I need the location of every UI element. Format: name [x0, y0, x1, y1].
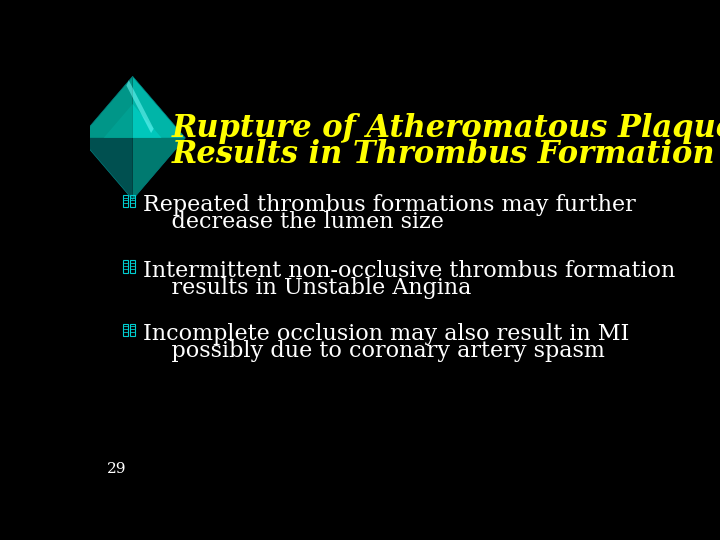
Text: decrease the lumen size: decrease the lumen size: [143, 211, 444, 233]
Polygon shape: [80, 138, 132, 200]
Bar: [122, 195, 128, 207]
Text: Repeated thrombus formations may further: Repeated thrombus formations may further: [143, 194, 636, 216]
Text: results in Unstable Angina: results in Unstable Angina: [143, 276, 471, 299]
Polygon shape: [127, 80, 153, 133]
Polygon shape: [132, 76, 185, 138]
Polygon shape: [104, 104, 132, 138]
Bar: [130, 195, 135, 207]
Text: possibly due to coronary artery spasm: possibly due to coronary artery spasm: [143, 340, 605, 362]
Polygon shape: [80, 76, 132, 138]
Bar: [130, 323, 135, 336]
Text: Rupture of Atheromatous Plaque: Rupture of Atheromatous Plaque: [171, 112, 720, 144]
Bar: [122, 260, 128, 273]
Bar: [130, 260, 135, 273]
Polygon shape: [132, 138, 185, 200]
Text: Intermittent non-occlusive thrombus formation: Intermittent non-occlusive thrombus form…: [143, 260, 675, 282]
Text: Results in Thrombus Formation: Results in Thrombus Formation: [171, 139, 715, 171]
Text: 29: 29: [107, 462, 127, 476]
Polygon shape: [132, 104, 161, 138]
Bar: [122, 323, 128, 336]
Text: Incomplete occlusion may also result in MI: Incomplete occlusion may also result in …: [143, 323, 629, 345]
